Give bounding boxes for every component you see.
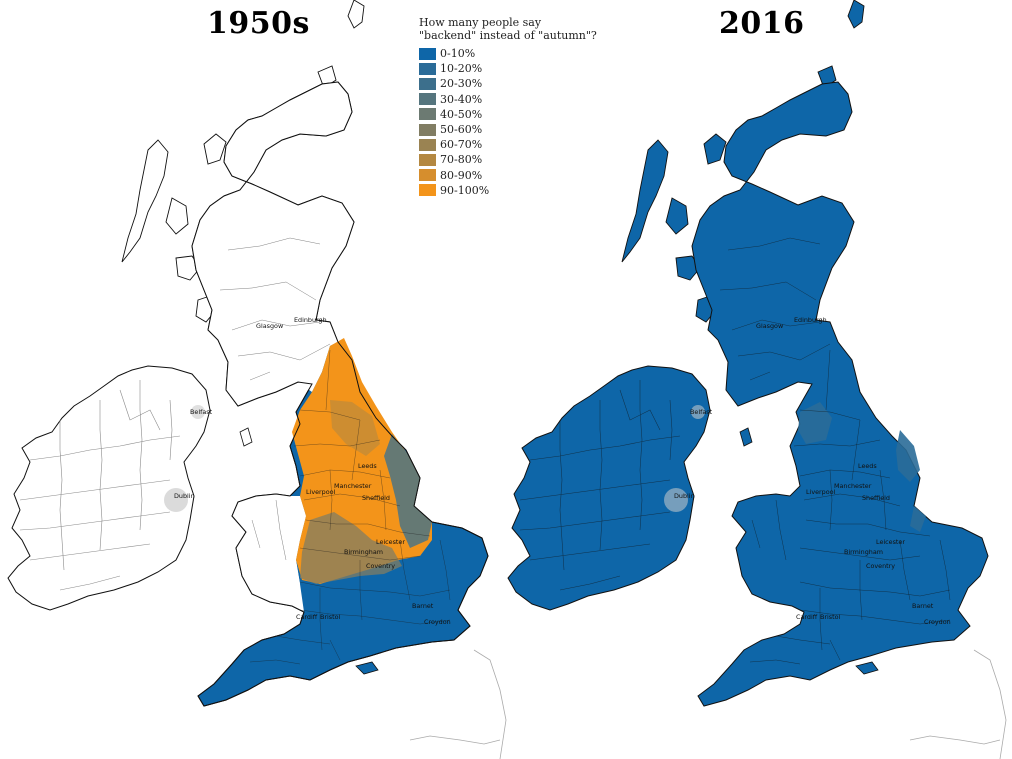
city-croydon: Croydon — [424, 618, 451, 626]
city-dublin: Dublin — [174, 492, 195, 500]
legend-item: 0-10% — [419, 46, 597, 61]
city-glasgow: Glasgow — [756, 322, 783, 330]
legend-swatch — [419, 108, 436, 121]
city-leeds: Leeds — [358, 462, 377, 470]
legend-label: 50-60% — [440, 123, 483, 137]
legend-label: 40-50% — [440, 107, 483, 121]
legend-swatch — [419, 153, 436, 166]
legend-item: 80-90% — [419, 168, 597, 183]
legend-item: 60-70% — [419, 137, 597, 152]
city-leicester: Leicester — [876, 538, 905, 546]
city-birmingham: Birmingham — [844, 548, 883, 556]
legend-item: 50-60% — [419, 122, 597, 137]
city-leeds: Leeds — [858, 462, 877, 470]
legend-item: 10-20% — [419, 61, 597, 76]
legend-label: 70-80% — [440, 153, 483, 167]
city-belfast: Belfast — [690, 408, 713, 416]
legend-swatch — [419, 62, 436, 75]
city-coventry: Coventry — [866, 562, 895, 570]
legend-label: 20-30% — [440, 77, 483, 91]
map-title-2016: 2016 — [719, 6, 805, 41]
city-manchester: Manchester — [334, 482, 372, 490]
legend-item: 20-30% — [419, 76, 597, 91]
legend-item: 30-40% — [419, 92, 597, 107]
city-leicester: Leicester — [376, 538, 405, 546]
legend-swatch — [419, 184, 436, 197]
legend-label: 90-100% — [440, 183, 490, 197]
city-labels-1950s: Glasgow Edinburgh Belfast Dublin Leeds M… — [174, 316, 451, 626]
legend-item: 70-80% — [419, 152, 597, 167]
city-belfast: Belfast — [190, 408, 213, 416]
legend-label: 60-70% — [440, 138, 483, 152]
city-bristol: Bristol — [820, 613, 841, 621]
city-liverpool: Liverpool — [306, 488, 336, 496]
legend-label: 80-90% — [440, 168, 483, 182]
legend-swatch — [419, 77, 436, 90]
city-bristol: Bristol — [320, 613, 341, 621]
legend-label: 30-40% — [440, 92, 483, 106]
city-glasgow: Glasgow — [256, 322, 283, 330]
legend-swatch — [419, 138, 436, 151]
city-birmingham: Birmingham — [344, 548, 383, 556]
legend-label: 10-20% — [440, 62, 483, 76]
city-edinburgh: Edinburgh — [294, 316, 327, 324]
legend-swatch — [419, 93, 436, 106]
legend-swatch — [419, 47, 436, 60]
city-barnet: Barnet — [912, 602, 934, 610]
legend-question: How many people say "backend" instead of… — [419, 16, 597, 42]
city-cardiff: Cardiff — [296, 613, 318, 621]
legend-swatch — [419, 169, 436, 182]
map-2016 — [507, 0, 1007, 759]
city-labels-2016: Glasgow Edinburgh Belfast Dublin Leeds M… — [674, 316, 951, 626]
city-sheffield: Sheffield — [362, 494, 390, 502]
city-edinburgh: Edinburgh — [794, 316, 827, 324]
legend-swatch — [419, 123, 436, 136]
city-dublin: Dublin — [674, 492, 695, 500]
city-manchester: Manchester — [834, 482, 872, 490]
legend-label: 0-10% — [440, 47, 476, 61]
city-cardiff: Cardiff — [796, 613, 818, 621]
city-barnet: Barnet — [412, 602, 434, 610]
city-coventry: Coventry — [366, 562, 395, 570]
city-liverpool: Liverpool — [806, 488, 836, 496]
legend-item: 90-100% — [419, 183, 597, 198]
city-sheffield: Sheffield — [862, 494, 890, 502]
legend-items: 0-10% 10-20% 20-30% 30-40% 40-50% 50-60% 60-70… — [419, 46, 597, 198]
city-croydon: Croydon — [924, 618, 951, 626]
map-1950s — [7, 0, 507, 759]
map-title-1950s: 1950s — [207, 6, 310, 41]
legend-item: 40-50% — [419, 107, 597, 122]
legend: How many people say "backend" instead of… — [419, 16, 597, 198]
